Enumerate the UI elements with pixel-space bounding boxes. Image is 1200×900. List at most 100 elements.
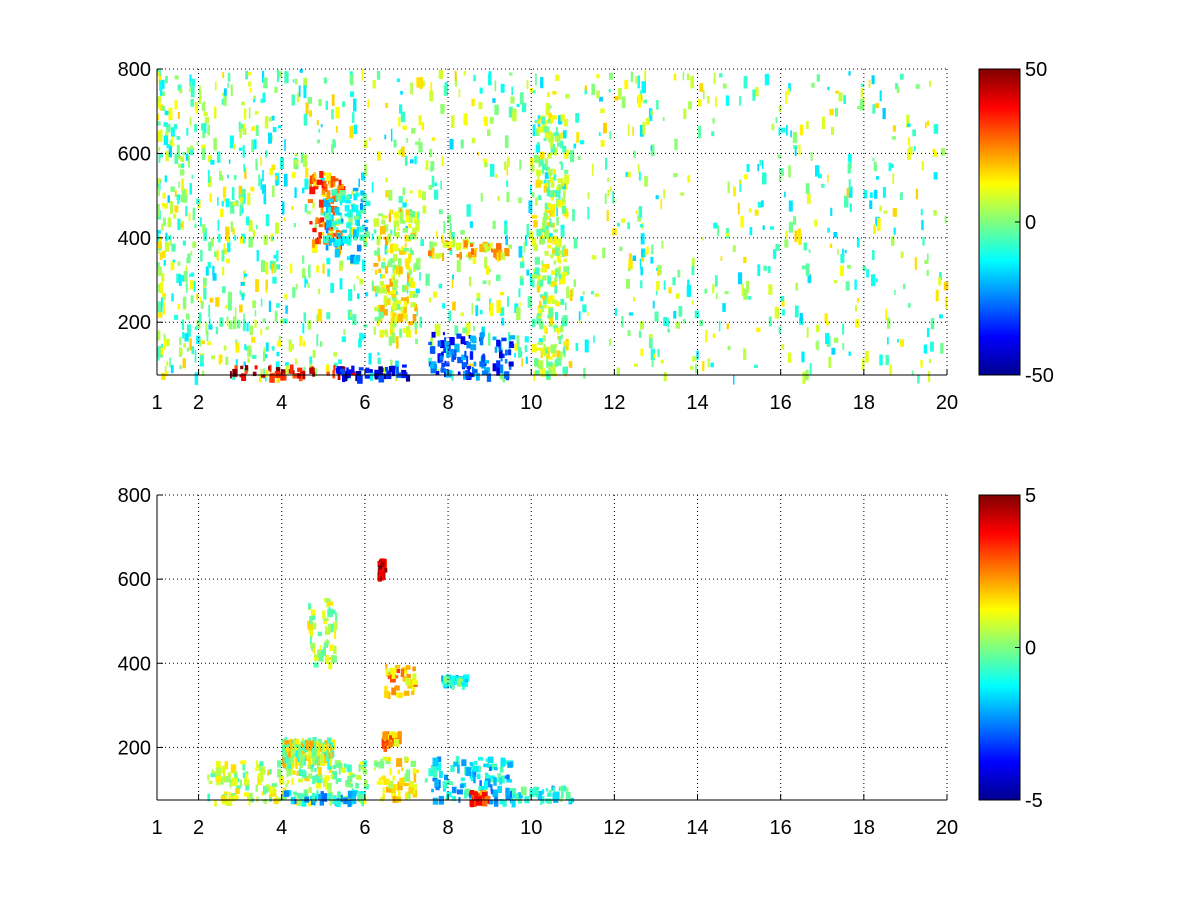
heatmap-cell bbox=[331, 181, 336, 187]
heatmap-cell bbox=[872, 250, 875, 261]
heatmap-cell bbox=[920, 208, 923, 216]
heatmap-cell bbox=[538, 126, 544, 133]
heatmap-cell bbox=[410, 281, 416, 288]
heatmap-cell bbox=[747, 296, 752, 300]
heatmap-cell bbox=[500, 358, 503, 362]
heatmap-cell bbox=[241, 293, 245, 301]
heatmap-cell bbox=[350, 311, 352, 318]
heatmap-cell bbox=[402, 187, 406, 196]
heatmap-cell bbox=[271, 164, 276, 171]
heatmap-cell bbox=[482, 800, 485, 805]
heatmap-cell bbox=[418, 189, 421, 198]
heatmap-cell bbox=[378, 369, 383, 373]
heatmap-cell bbox=[294, 187, 297, 198]
heatmap-cell bbox=[532, 319, 536, 328]
heatmap-cell bbox=[357, 794, 360, 800]
heatmap-cell bbox=[549, 190, 554, 195]
heatmap-cell bbox=[326, 371, 330, 376]
heatmap-cell bbox=[476, 297, 481, 302]
heatmap-cell bbox=[157, 96, 161, 109]
heatmap-cell bbox=[478, 785, 482, 791]
heatmap-cell bbox=[297, 367, 303, 373]
heatmap-cell bbox=[805, 183, 810, 194]
heatmap-cell bbox=[172, 259, 175, 263]
heatmap-cell bbox=[777, 154, 781, 159]
heatmap-cell bbox=[210, 159, 215, 165]
heatmap-cell bbox=[357, 293, 360, 299]
heatmap-cell bbox=[882, 187, 886, 198]
heatmap-cell bbox=[282, 756, 285, 766]
heatmap-cell bbox=[616, 367, 620, 376]
heatmap-cell bbox=[724, 291, 729, 295]
heatmap-cell bbox=[469, 771, 474, 779]
heatmap-cell bbox=[323, 778, 325, 788]
y-tick-label: 400 bbox=[118, 653, 151, 675]
heatmap-cell bbox=[757, 264, 761, 276]
heatmap-cell bbox=[185, 265, 188, 276]
heatmap-cell bbox=[449, 337, 455, 346]
heatmap-cell bbox=[406, 673, 411, 681]
heatmap-cell bbox=[390, 359, 393, 370]
heatmap-cell bbox=[496, 367, 500, 376]
heatmap-cell bbox=[230, 764, 237, 774]
heatmap-cell bbox=[444, 774, 449, 781]
heatmap-cell bbox=[925, 122, 927, 129]
heatmap-cell bbox=[173, 123, 178, 130]
heatmap-cell bbox=[464, 350, 467, 358]
heatmap-cell bbox=[214, 800, 217, 807]
heatmap-cell bbox=[395, 265, 399, 274]
heatmap-cell bbox=[526, 223, 529, 237]
heatmap-cell bbox=[176, 194, 181, 200]
heatmap-cell bbox=[602, 247, 606, 259]
heatmap-cell bbox=[228, 159, 231, 164]
heatmap-cell bbox=[544, 158, 549, 169]
heatmap-cell bbox=[239, 779, 242, 788]
heatmap-cell bbox=[265, 374, 267, 382]
heatmap-cell bbox=[231, 777, 238, 787]
heatmap-cell bbox=[640, 266, 643, 276]
heatmap-cell bbox=[428, 768, 433, 777]
heatmap-cell bbox=[549, 295, 555, 302]
heatmap-cell bbox=[311, 642, 315, 648]
heatmap-cell bbox=[440, 180, 442, 190]
heatmap-cell bbox=[463, 790, 468, 799]
heatmap-cell bbox=[479, 339, 484, 346]
heatmap-cell bbox=[584, 88, 588, 95]
heatmap-cell bbox=[549, 218, 552, 226]
heatmap-cell bbox=[508, 349, 512, 356]
heatmap-cell bbox=[232, 374, 235, 380]
heatmap-cell bbox=[305, 167, 309, 178]
heatmap-cell bbox=[214, 251, 218, 258]
heatmap-cell bbox=[518, 288, 521, 298]
heatmap-cell bbox=[225, 356, 229, 366]
heatmap-cell bbox=[394, 316, 398, 324]
heatmap-cell bbox=[603, 122, 607, 134]
heatmap-cell bbox=[906, 114, 910, 128]
heatmap-cell bbox=[871, 75, 875, 85]
heatmap-cell bbox=[347, 799, 352, 808]
heatmap-cell bbox=[591, 83, 596, 95]
heatmap-cell bbox=[372, 80, 376, 89]
heatmap-cell bbox=[785, 230, 788, 239]
heatmap-cell bbox=[276, 69, 280, 83]
heatmap-cell bbox=[364, 227, 368, 236]
heatmap-cell bbox=[232, 368, 238, 377]
heatmap-cell bbox=[401, 211, 404, 217]
heatmap-cell bbox=[943, 281, 949, 291]
heatmap-cell bbox=[324, 654, 329, 664]
heatmap-cell bbox=[519, 302, 521, 307]
heatmap-cell bbox=[382, 756, 389, 761]
heatmap-cell bbox=[788, 165, 791, 178]
heatmap-cell bbox=[921, 160, 924, 171]
heatmap-cell bbox=[228, 791, 231, 800]
heatmap-cell bbox=[506, 779, 513, 783]
heatmap-cell bbox=[547, 92, 550, 98]
heatmap-cell bbox=[339, 265, 343, 271]
heatmap-cell bbox=[691, 257, 695, 268]
heatmap-cell bbox=[326, 257, 331, 265]
heatmap-cell bbox=[159, 252, 163, 261]
heatmap-cell bbox=[265, 150, 268, 158]
heatmap-cell bbox=[205, 266, 209, 276]
heatmap-cell bbox=[449, 138, 454, 150]
heatmap-cell bbox=[251, 139, 254, 153]
